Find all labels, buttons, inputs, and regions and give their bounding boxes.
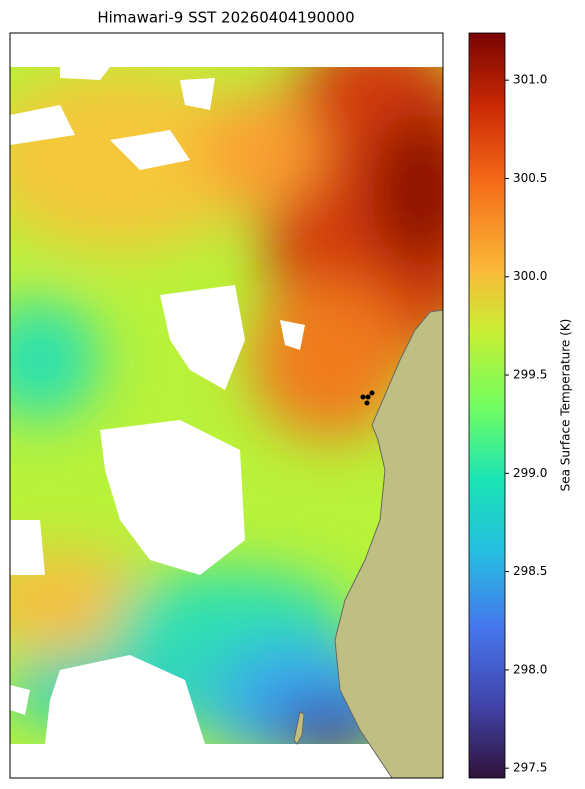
map-frame bbox=[9, 32, 444, 779]
colorbar-tick-label: 300.5 bbox=[513, 171, 547, 185]
colorbar-tick-label: 300.0 bbox=[513, 269, 547, 283]
island bbox=[293, 711, 305, 745]
land bbox=[334, 309, 444, 779]
colorbar-tick-label: 298.0 bbox=[513, 662, 547, 676]
colorbar-tick-label: 299.5 bbox=[513, 368, 547, 382]
station-markers bbox=[360, 390, 375, 406]
chart-title: Himawari-9 SST 20260404190000 bbox=[97, 9, 354, 27]
colorbar-tick-label: 299.0 bbox=[513, 466, 547, 480]
colorbar-tick-label: 297.5 bbox=[513, 761, 547, 775]
colorbar-tick-label: 298.5 bbox=[513, 564, 547, 578]
colorbar bbox=[468, 32, 506, 779]
sst-field bbox=[10, 67, 443, 744]
colorbar-tick-label: 301.0 bbox=[513, 73, 547, 87]
colorbar-label: Sea Surface Temperature (K) bbox=[559, 319, 573, 492]
cloud-mask bbox=[10, 67, 305, 744]
